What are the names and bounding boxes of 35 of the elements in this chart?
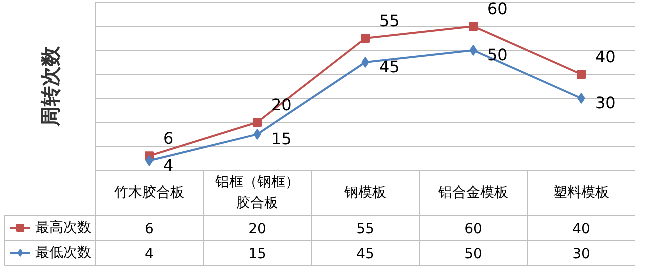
x-tick-label: 钢模板 <box>344 185 386 201</box>
legend-label: 最高次数 <box>36 220 92 236</box>
text: 4 <box>164 156 174 175</box>
x-tick-label: 塑料模板 <box>554 185 610 201</box>
data-label: 40 <box>572 222 590 238</box>
data-label: 50 <box>464 246 482 262</box>
point <box>361 34 370 43</box>
data-label: 4 <box>145 246 154 262</box>
point <box>253 118 262 127</box>
data-label: 60 <box>464 222 482 238</box>
x-tick-label: 铝框（钢框）胶合板 <box>214 174 300 212</box>
text: 45 <box>380 58 400 76</box>
data-label: 15 <box>248 246 266 262</box>
text: 60 <box>488 0 508 18</box>
data-label: 6 <box>145 222 154 238</box>
point <box>578 93 586 104</box>
text: 55 <box>380 12 400 30</box>
point <box>469 22 478 31</box>
text: 50 <box>488 46 508 64</box>
text: 40 <box>596 48 616 66</box>
point <box>470 45 478 56</box>
data-label: 20 <box>248 222 266 238</box>
y-axis-title: 周转次数 <box>38 46 62 128</box>
point <box>577 70 586 79</box>
legend-label: 最低次数 <box>36 245 92 261</box>
text: 15 <box>272 130 292 148</box>
point <box>362 57 370 68</box>
point <box>254 129 262 140</box>
text: 6 <box>164 129 174 148</box>
text: 30 <box>596 94 616 112</box>
data-label: 30 <box>572 246 590 262</box>
data-label: 45 <box>356 246 374 262</box>
x-tick-label: 竹木胶合板 <box>114 185 184 201</box>
data-label: 55 <box>356 222 374 238</box>
x-tick-label: 铝合金模板 <box>438 185 508 201</box>
